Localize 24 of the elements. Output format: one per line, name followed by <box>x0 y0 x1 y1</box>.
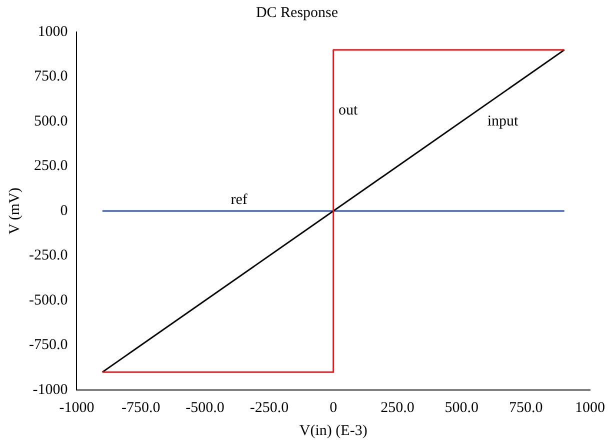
y-tick-label: -750.0 <box>28 337 68 354</box>
x-tick-label: -1000 <box>59 400 94 416</box>
y-tick-label: -500.0 <box>28 292 68 308</box>
x-tick-label: -750.0 <box>122 400 160 416</box>
y-tick-label: 750.0 <box>34 68 68 85</box>
x-tick-label: -250.0 <box>250 400 289 416</box>
y-tick-label: 0 <box>60 202 68 219</box>
x-tick-label: 250.0 <box>380 400 414 416</box>
x-tick-label: -500.0 <box>186 400 224 416</box>
y-tick-label: -250.0 <box>28 248 68 264</box>
series-label: input <box>487 113 520 130</box>
x-tick-label: 1000 <box>575 400 605 416</box>
series-label: out <box>338 102 359 119</box>
y-tick-label: 250.0 <box>34 158 68 174</box>
y-axis-title: V (mV) <box>6 188 23 234</box>
y-tick-label: 500.0 <box>34 113 68 130</box>
series-label: ref <box>230 192 248 208</box>
y-tick-label: 1000 <box>38 24 68 40</box>
y-tick-label: -1000 <box>32 382 68 398</box>
x-tick-label: 500.0 <box>444 400 479 416</box>
x-tick-label: 0 <box>330 400 338 416</box>
x-axis-title: V(in) (E-3) <box>299 422 368 439</box>
chart-title: DC Response <box>256 4 338 21</box>
x-tick-label: 750.0 <box>508 400 543 416</box>
